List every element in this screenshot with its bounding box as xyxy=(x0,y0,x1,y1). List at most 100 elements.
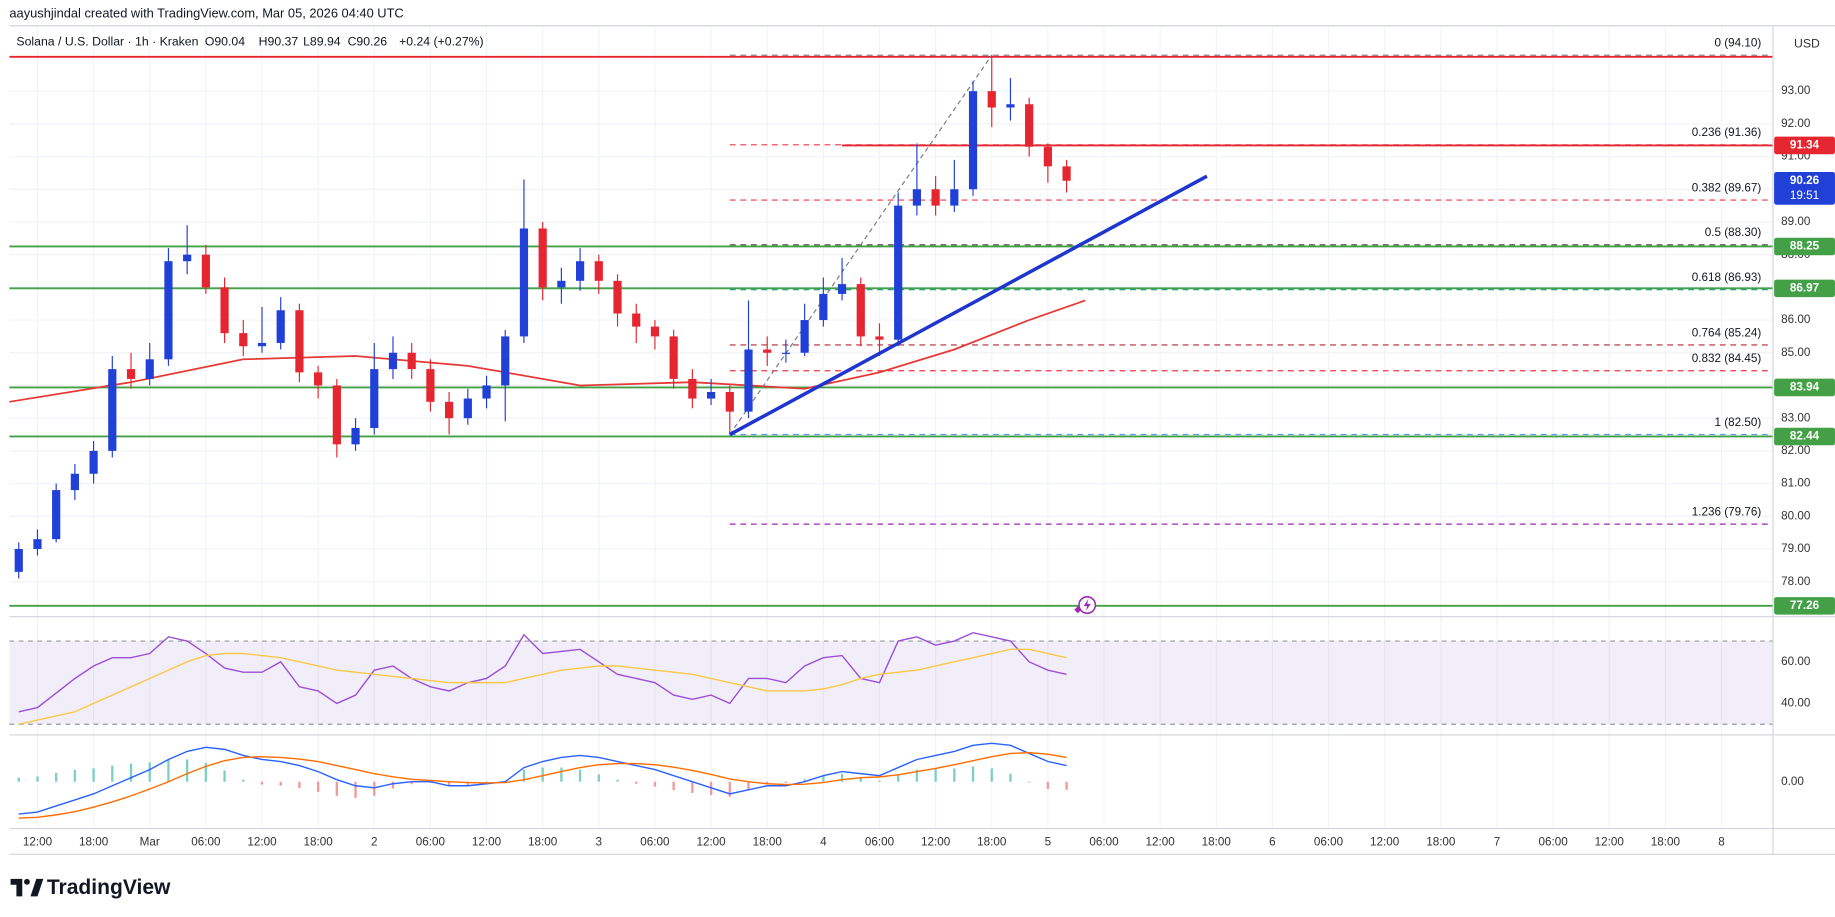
price-tag xyxy=(1774,378,1835,397)
histogram-bar xyxy=(354,781,357,798)
candle-body xyxy=(688,378,697,399)
candle-body xyxy=(781,352,791,354)
histogram-bar xyxy=(878,780,881,782)
candle-body xyxy=(669,336,678,379)
currency: USD xyxy=(1794,37,1820,51)
histogram-bar xyxy=(597,774,600,782)
histogram-bar xyxy=(616,779,619,782)
candle-body xyxy=(351,427,360,445)
candle-body xyxy=(763,349,772,353)
candle-body xyxy=(950,189,959,206)
ohlc-close: C90.26 xyxy=(348,34,388,48)
rsi-band xyxy=(9,641,1773,725)
x-tick-label: Mar xyxy=(140,836,160,849)
candle-body xyxy=(445,401,454,419)
candle-body xyxy=(276,310,285,343)
fib-label: 0 (94.10) xyxy=(1714,37,1761,50)
price-tag xyxy=(1774,597,1835,615)
x-tick-label: 12:00 xyxy=(1595,836,1625,849)
alert-icon xyxy=(1074,596,1097,614)
histogram-bar xyxy=(560,767,563,782)
histogram-bar xyxy=(691,781,694,794)
histogram-bar xyxy=(316,781,320,792)
x-tick-label: 12:00 xyxy=(696,836,726,849)
price-tag-label: 88.25 xyxy=(1790,240,1820,253)
histogram-bar xyxy=(747,781,750,790)
candle-body xyxy=(89,450,98,474)
candle-body xyxy=(501,336,510,386)
grid xyxy=(9,25,1773,829)
x-tick-label: 18:00 xyxy=(1426,836,1456,849)
candle-body xyxy=(837,284,847,294)
histogram-bar xyxy=(335,781,339,796)
price-tag xyxy=(1774,136,1835,155)
y-tick-label: 81.00 xyxy=(1781,477,1811,490)
candle-body xyxy=(1043,146,1052,167)
candle-body xyxy=(968,91,978,190)
candle-body xyxy=(407,352,416,370)
histogram-bar xyxy=(410,781,413,785)
candle-body xyxy=(894,205,903,340)
histogram-bar xyxy=(242,779,245,782)
rsi-line xyxy=(18,631,1067,713)
histogram-bar xyxy=(55,772,58,782)
candle-body xyxy=(912,189,921,206)
x-tick-label: 06:00 xyxy=(191,836,221,849)
price-tag-label: 90.26 xyxy=(1790,174,1820,187)
y-tick-label: 83.00 xyxy=(1781,411,1811,424)
x-tick-label: 06:00 xyxy=(416,836,446,849)
logo-dot xyxy=(24,878,30,885)
price-tag-label: 82.44 xyxy=(1790,430,1820,443)
y-tick-label: 86.00 xyxy=(1781,313,1811,326)
price-tag-label: 86.97 xyxy=(1790,281,1819,294)
candle-body xyxy=(164,261,173,360)
y-tick-label: 89.00 xyxy=(1781,215,1811,228)
candle-body xyxy=(33,539,42,549)
candle-body xyxy=(332,385,341,445)
rsi-line xyxy=(18,648,1067,725)
candle-body xyxy=(875,336,884,340)
price-tag-label: 83.94 xyxy=(1790,381,1820,394)
price-tag-label: 77.26 xyxy=(1790,599,1820,612)
candle-body xyxy=(183,254,192,262)
histogram-bar xyxy=(934,768,937,782)
x-tick-label: 5 xyxy=(1045,836,1052,849)
histogram-bar xyxy=(279,781,282,786)
histogram-bar xyxy=(167,759,170,782)
histogram-bar xyxy=(971,766,975,782)
candle-body xyxy=(145,359,154,379)
x-tick-label: 18:00 xyxy=(528,836,558,849)
price-tag xyxy=(1774,171,1835,205)
alert-bolt xyxy=(1083,599,1091,611)
fib-label: 0.618 (86.93) xyxy=(1692,271,1762,284)
macd-line xyxy=(18,742,1067,815)
candle-body xyxy=(388,352,398,370)
histogram-bar xyxy=(522,769,526,782)
candle-body xyxy=(519,228,529,337)
y-tick-label: 60.00 xyxy=(1781,655,1811,668)
histogram-bar xyxy=(803,779,806,782)
symbol: Solana / U.S. Dollar · 1h · Kraken xyxy=(16,34,198,48)
x-tick-label: 18:00 xyxy=(79,836,109,849)
histogram-bar xyxy=(784,781,788,783)
histogram-bar xyxy=(1046,781,1050,789)
x-tick-label: 12:00 xyxy=(247,836,277,849)
histogram-bar xyxy=(73,769,77,782)
candle-body xyxy=(575,261,585,281)
candle-body xyxy=(1006,104,1015,108)
histogram-bar xyxy=(204,762,208,782)
price-tag-label: 91.34 xyxy=(1790,139,1820,152)
histogram-bar xyxy=(17,777,20,782)
fib-label: 0.236 (91.36) xyxy=(1692,126,1762,139)
histogram-bar xyxy=(111,765,114,782)
candle-body xyxy=(931,189,940,206)
histogram-bar xyxy=(541,767,544,782)
candle-body xyxy=(744,349,753,412)
logo-mark xyxy=(30,878,44,897)
x-tick-label: 18:00 xyxy=(977,836,1007,849)
x-tick-label: 18:00 xyxy=(1202,836,1232,849)
histogram-bar xyxy=(578,769,582,782)
histogram-bar xyxy=(466,781,469,785)
